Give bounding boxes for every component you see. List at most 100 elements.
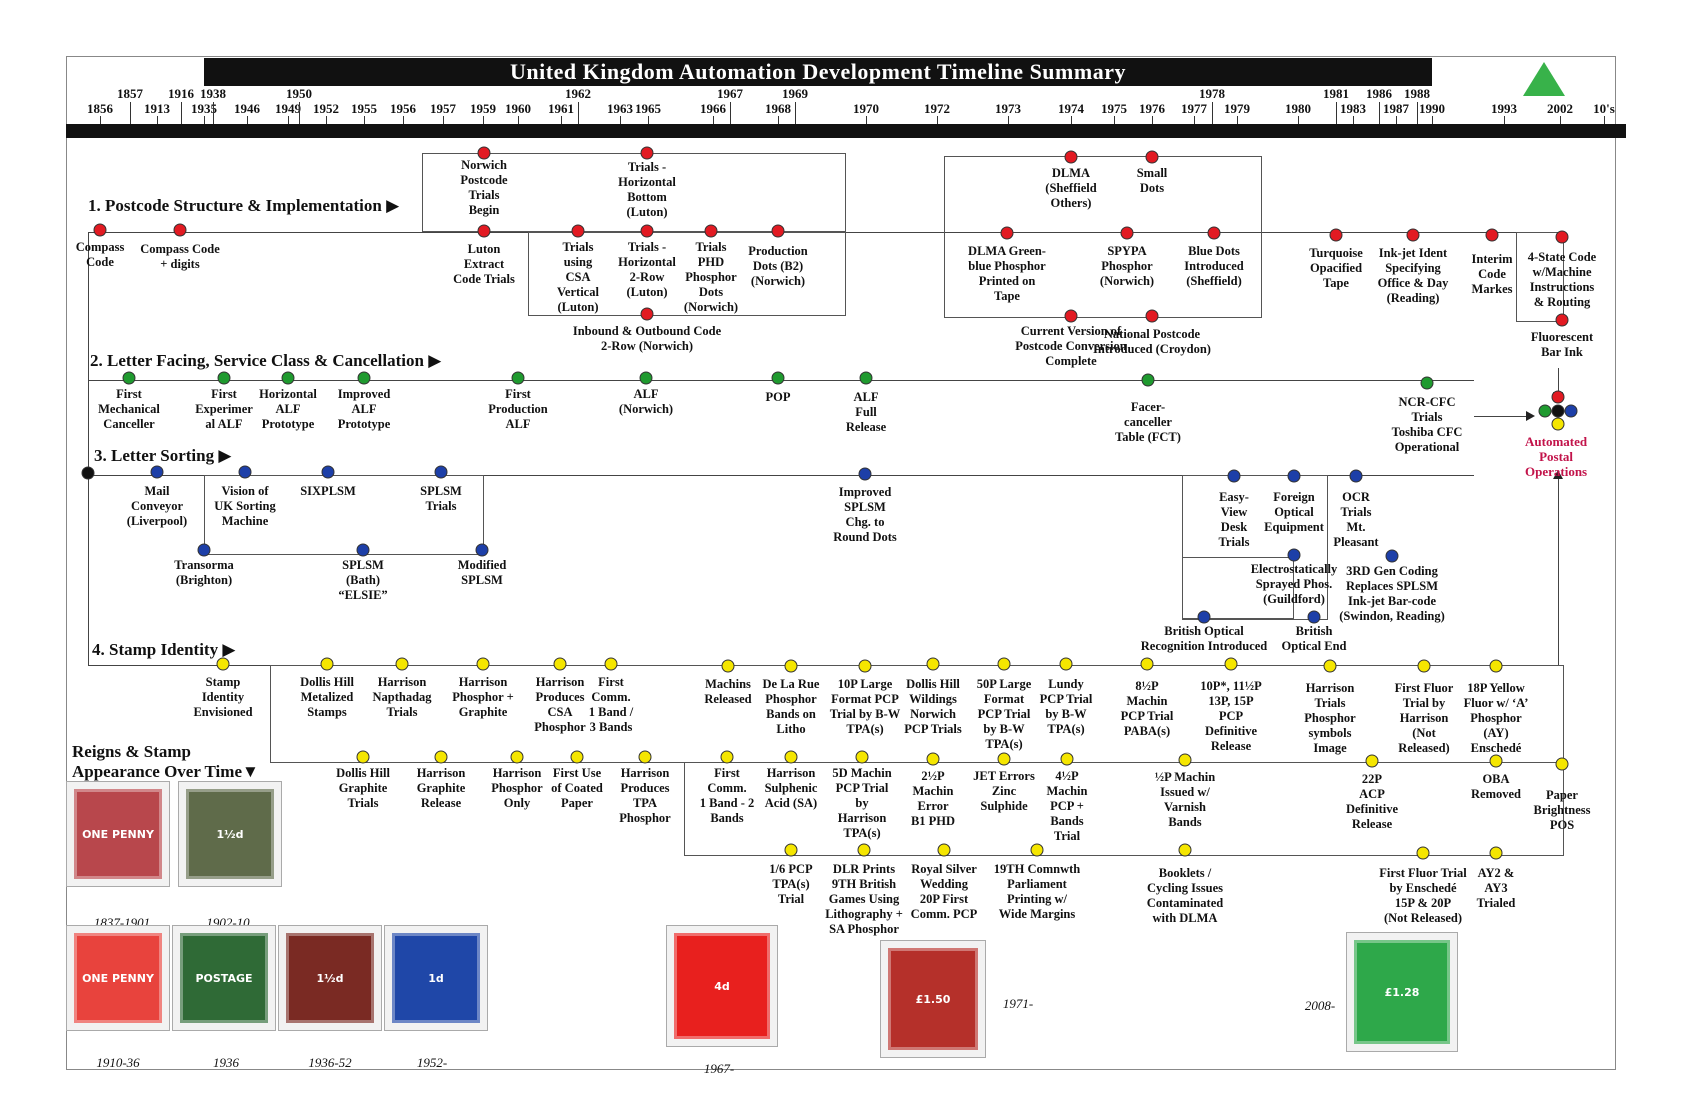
postcode-event-label: Interim Code Markes [1471, 252, 1513, 296]
stamp-event-dot [997, 657, 1011, 671]
stamp-event-dot [1178, 753, 1192, 767]
postcode-event-dot [1064, 150, 1078, 164]
sorting-track [88, 475, 1474, 476]
year-tick [181, 102, 182, 124]
stamp-event-dot [1489, 846, 1503, 860]
sorting-event-dot [150, 465, 164, 479]
year-tick [1237, 116, 1238, 124]
stamp-caption: 1936-52 [308, 1055, 352, 1070]
postcode-event-label: DLMA (Sheffield Others) [1045, 166, 1097, 210]
year-label: 1960 [505, 101, 531, 116]
year-label: 1959 [470, 101, 496, 116]
stamp-face: 1½d [286, 933, 374, 1023]
section-1-heading: 1. Postcode Structure & Implementation ▶ [88, 196, 400, 215]
postcode-event-label: Ink-jet Ident Specifying Office & Day (R… [1377, 246, 1449, 305]
stamp-event-dot [356, 750, 370, 764]
facing-event-dot [859, 371, 873, 385]
sorting-event-label: SPLSM Trials [420, 484, 462, 513]
postcode-event-label: Inbound & Outbound Code 2-Row (Norwich) [572, 324, 722, 353]
year-tick [288, 116, 289, 124]
year-label: 1979 [1224, 101, 1250, 116]
year-tick [620, 116, 621, 124]
year-tick [1504, 116, 1505, 124]
facing-event-dot [217, 371, 231, 385]
timeline-frame [66, 56, 1616, 1070]
stamp-event-dot [721, 659, 735, 673]
section-3-heading: 3. Letter Sorting ▶ [94, 446, 232, 465]
sorting-event-dot [475, 543, 489, 557]
stamp-face: £1.28 [1354, 940, 1450, 1044]
year-label: 1986 [1366, 86, 1392, 101]
sorting-event-label: Easy- View Desk Trials [1218, 490, 1250, 549]
postcode-event-label: DLMA Green- blue Phosphor Printed on Tap… [968, 244, 1046, 303]
triangle-logo-icon [1523, 62, 1565, 96]
facing-event-label: Horizontal ALF Prototype [259, 387, 317, 431]
facing-event-dot [511, 371, 525, 385]
facing-event-label: First Mechanical Canceller [98, 387, 160, 431]
timeline-axis-bar [66, 124, 1626, 138]
sorting-event-dot [1385, 549, 1399, 563]
stamp-event-dot [1059, 657, 1073, 671]
year-tick [1396, 116, 1397, 124]
postcode-event-dot [640, 224, 654, 238]
sorting-event-dot [356, 543, 370, 557]
stamp-caption-2008: 2008- [1304, 998, 1336, 1013]
facing-event-label: ALF Full Release [845, 390, 887, 434]
year-label: 10's [1593, 101, 1615, 116]
page-title: United Kingdom Automation Development Ti… [204, 58, 1432, 86]
outcome-blue-dot [1564, 404, 1578, 418]
facing-event-dot [1141, 373, 1155, 387]
postcode-group-box-2 [528, 232, 846, 316]
stamp-event-dot [1224, 657, 1238, 671]
sorting-group-box-2 [1182, 475, 1328, 620]
postcode-to-outcome-line [1558, 368, 1559, 394]
stamp-event-label: Dollis Hill Graphite Trials [336, 766, 390, 810]
sorting-event-dot [1349, 469, 1363, 483]
postcode-event-dot [1120, 226, 1134, 240]
outcome-red-dot [1551, 390, 1565, 404]
facing-to-outcome-arrow-line [1474, 416, 1528, 417]
stamp-face: ONE PENNY [74, 933, 162, 1023]
sorting-event-label: Electrostatically Sprayed Phos. (Guildfo… [1250, 562, 1338, 606]
postcode-event-dot [477, 224, 491, 238]
postcode-event-label: Turquoise Opacified Tape [1309, 246, 1363, 290]
stamp-event-label: Machins Released [704, 677, 752, 706]
year-label: 1957 [430, 101, 456, 116]
year-tick [1604, 116, 1605, 124]
stamp-event-dot [857, 843, 871, 857]
facing-event-dot [639, 371, 653, 385]
year-label: 1974 [1058, 101, 1084, 116]
stamp-to-outcome-line [1558, 478, 1559, 665]
year-label: 1962 [565, 86, 591, 101]
sorting-event-dot [858, 467, 872, 481]
year-label: 1983 [1340, 101, 1366, 116]
postcode-event-label: Small Dots [1136, 166, 1168, 195]
stamp-event-label: De La Rue Phosphor Bands on Litho [762, 677, 820, 736]
stamp-event-dot [1140, 657, 1154, 671]
year-label: 1969 [782, 86, 808, 101]
postcode-group-box-3 [944, 156, 1262, 318]
stamp-event-label: 10P*, 11½P 13P, 15P PCP Definitive Relea… [1200, 679, 1262, 753]
postcode-event-dot [1329, 228, 1343, 242]
year-tick [204, 116, 205, 124]
section-4-heading: 4. Stamp Identity ▶ [92, 640, 236, 659]
sorting-event-dot [434, 465, 448, 479]
stamp-event-dot [1489, 754, 1503, 768]
postcode-event-label: Norwich Postcode Trials Begin [460, 158, 508, 217]
sorting-event-dot [197, 543, 211, 557]
year-label: 1938 [200, 86, 226, 101]
stamp-caption: 1910-36 [96, 1055, 140, 1070]
stamp-image: 4d [666, 925, 778, 1047]
sorting-group-box-3 [1182, 557, 1294, 619]
year-label: 1916 [168, 86, 194, 101]
stamp-event-dot [476, 657, 490, 671]
stamp-event-label: OBA Removed [1471, 772, 1521, 801]
sorting-event-dot [1287, 469, 1301, 483]
stamp-event-label: Paper Brightness POS [1533, 788, 1591, 832]
stamp-event-label: JET Errors Zinc Sulphide [973, 769, 1035, 813]
stamp-caption: 1967- [703, 1061, 735, 1076]
sorting-event-label: Improved SPLSM Chg. to Round Dots [833, 485, 897, 544]
year-tick [1194, 116, 1195, 124]
postcode-event-label: Trials PHD Phosphor Dots (Norwich) [683, 240, 739, 314]
stamp-image: 1½d [278, 925, 382, 1031]
